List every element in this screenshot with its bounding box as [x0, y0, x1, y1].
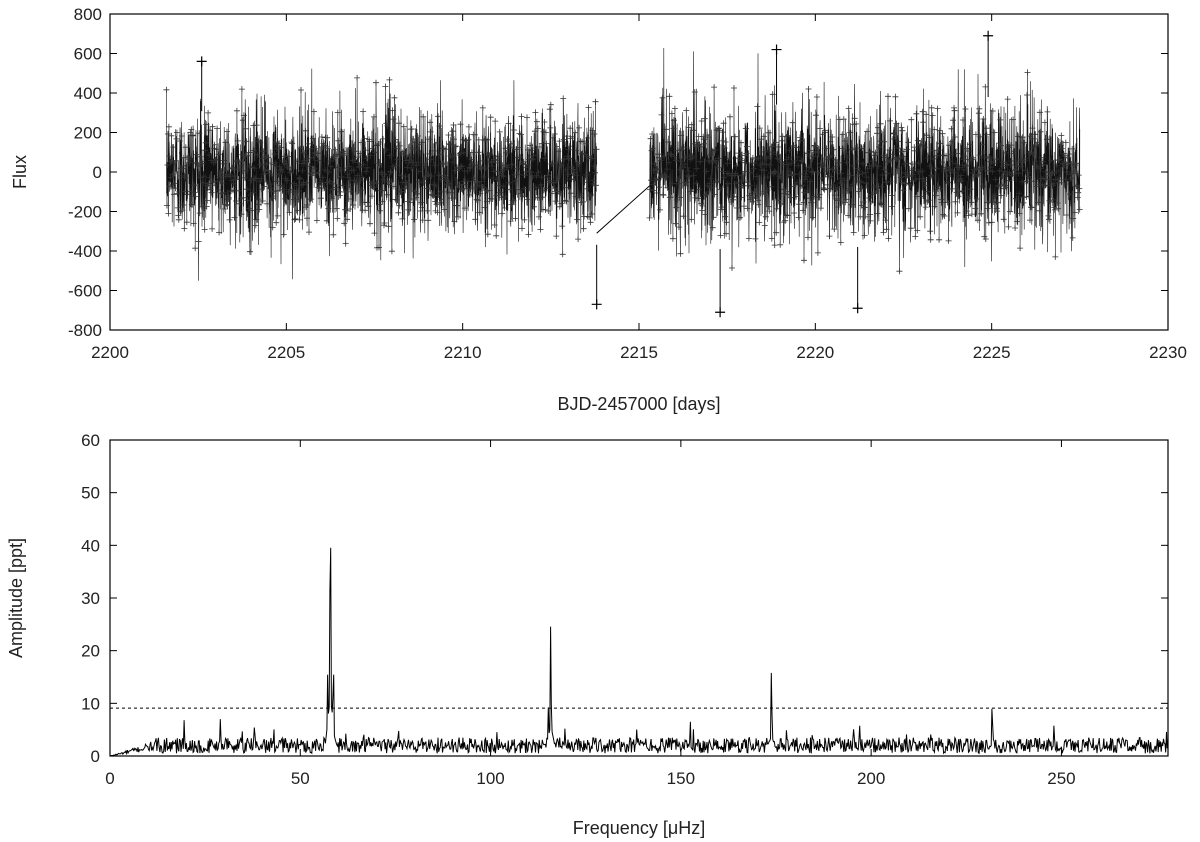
light-curve-extreme-point	[196, 56, 207, 67]
x-tick-label: 0	[105, 769, 114, 788]
y-tick-label: -800	[68, 321, 102, 340]
light-curve-ticks: 2200 2205 2210 2215 2220 2225 2230 -800 -600 -400…	[68, 5, 1187, 362]
amplitude-spectrum-x-axis-label: Frequency [μHz]	[573, 818, 705, 838]
x-tick-label: 100	[476, 769, 504, 788]
x-tick-label: 2215	[620, 343, 658, 362]
light-curve-markers-0	[163, 74, 600, 258]
y-tick-label: 50	[81, 484, 100, 503]
y-tick-label: 60	[81, 431, 100, 450]
y-tick-label: 20	[81, 642, 100, 661]
x-tick-label: 2230	[1149, 343, 1187, 362]
y-tick-label: -600	[68, 282, 102, 301]
light-curve-extreme-point	[715, 307, 726, 318]
light-curve-extreme-point	[852, 303, 863, 314]
light-curve-y-axis-label: Flux	[10, 155, 30, 189]
y-tick-label: 400	[74, 84, 102, 103]
light-curve-panel: 2200 2205 2210 2215 2220 2225 2230 -800 -600 -400…	[10, 5, 1187, 414]
light-curve-markers-1	[646, 69, 1083, 275]
y-tick-label: 0	[93, 163, 102, 182]
y-tick-label: 600	[74, 45, 102, 64]
x-tick-label: 200	[857, 769, 885, 788]
y-tick-label: 10	[81, 694, 100, 713]
x-tick-label: 2220	[796, 343, 834, 362]
amplitude-spectrum-panel: 0 50 100 150 200 250 0 10 20 30 40 50 60 Frequency […	[6, 431, 1169, 838]
light-curve-data	[163, 30, 1083, 318]
amplitude-spectrum-y-axis-label: Amplitude [ppt]	[6, 538, 26, 658]
light-curve-x-axis-label: BJD-2457000 [days]	[557, 394, 720, 414]
light-curve-extreme-point	[771, 44, 782, 55]
amplitude-spectrum-frame	[109, 439, 1169, 757]
y-tick-label: -200	[68, 203, 102, 222]
y-tick-label: 200	[74, 124, 102, 143]
gap-connector-line	[596, 185, 650, 234]
y-tick-label: -400	[68, 242, 102, 261]
y-tick-label: 800	[74, 5, 102, 24]
x-tick-label: 2200	[91, 343, 129, 362]
x-tick-label: 2205	[267, 343, 305, 362]
x-tick-label: 50	[291, 769, 310, 788]
amplitude-spectrum-line	[109, 547, 1169, 757]
y-tick-label: 40	[81, 536, 100, 555]
x-tick-label: 250	[1047, 769, 1075, 788]
y-tick-label: 0	[91, 747, 100, 766]
light-curve-extreme-point	[983, 30, 994, 41]
light-curve-extreme-point	[591, 299, 602, 310]
y-tick-label: 30	[81, 589, 100, 608]
x-tick-label: 2210	[444, 343, 482, 362]
amplitude-spectrum-ticks: 0 50 100 150 200 250 0 10 20 30 40 50 60	[81, 431, 1168, 788]
x-tick-label: 2225	[973, 343, 1011, 362]
x-tick-label: 150	[667, 769, 695, 788]
